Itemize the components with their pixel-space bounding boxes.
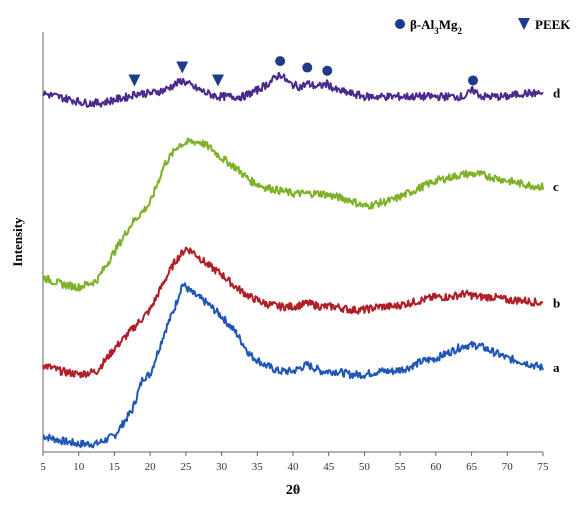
legend-al3mg2-label: β-Al3Mg2: [410, 17, 462, 36]
legend-triangle-marker: [518, 18, 530, 30]
x-tick-label: 10: [73, 461, 85, 473]
al3mg2-marker: [322, 65, 333, 76]
series-line-b: [42, 246, 544, 379]
series-label-d: d: [553, 85, 561, 100]
x-tick-label: 25: [180, 461, 192, 473]
x-tick-label: 30: [216, 461, 228, 473]
x-tick-label: 35: [252, 461, 264, 473]
series-lines: [42, 71, 544, 449]
x-tick-label: 55: [395, 461, 407, 473]
x-tick-label: 70: [502, 461, 514, 473]
x-tick-label: 45: [323, 461, 335, 473]
x-tick-label: 5: [40, 461, 46, 473]
x-tick-label: 40: [288, 461, 300, 473]
x-tick-label: 60: [430, 461, 442, 473]
series-label-b: b: [553, 295, 560, 310]
x-tick-label: 50: [359, 461, 371, 473]
al3mg2-marker: [302, 62, 313, 73]
peek-marker: [212, 74, 224, 87]
series-line-c: [42, 137, 544, 292]
series-line-a: [42, 282, 544, 449]
series-labels: a b c d: [553, 85, 561, 375]
al3mg2-marker: [468, 75, 478, 86]
legend-peek-label: PEEK: [535, 17, 571, 32]
peek-marker: [128, 74, 141, 87]
x-tick-label: 20: [145, 461, 157, 473]
x-tick-label: 65: [466, 461, 478, 473]
x-ticks: 5 10 15 20 25 30 35 40 45 50 55 60 65 70 75: [40, 452, 549, 473]
peak-markers: [128, 56, 478, 87]
series-label-c: c: [553, 179, 559, 194]
x-tick-label: 75: [538, 461, 550, 473]
al3mg2-marker: [275, 56, 286, 67]
x-axis-label: 2θ: [286, 483, 300, 498]
series-label-a: a: [553, 360, 560, 375]
legend-circle-marker: [395, 19, 405, 29]
legend: β-Al3Mg2 PEEK: [395, 17, 571, 36]
y-axis-label: Intensity: [10, 217, 25, 267]
peek-marker: [176, 61, 189, 74]
x-tick-label: 15: [109, 461, 121, 473]
series-line-d: [42, 71, 544, 108]
